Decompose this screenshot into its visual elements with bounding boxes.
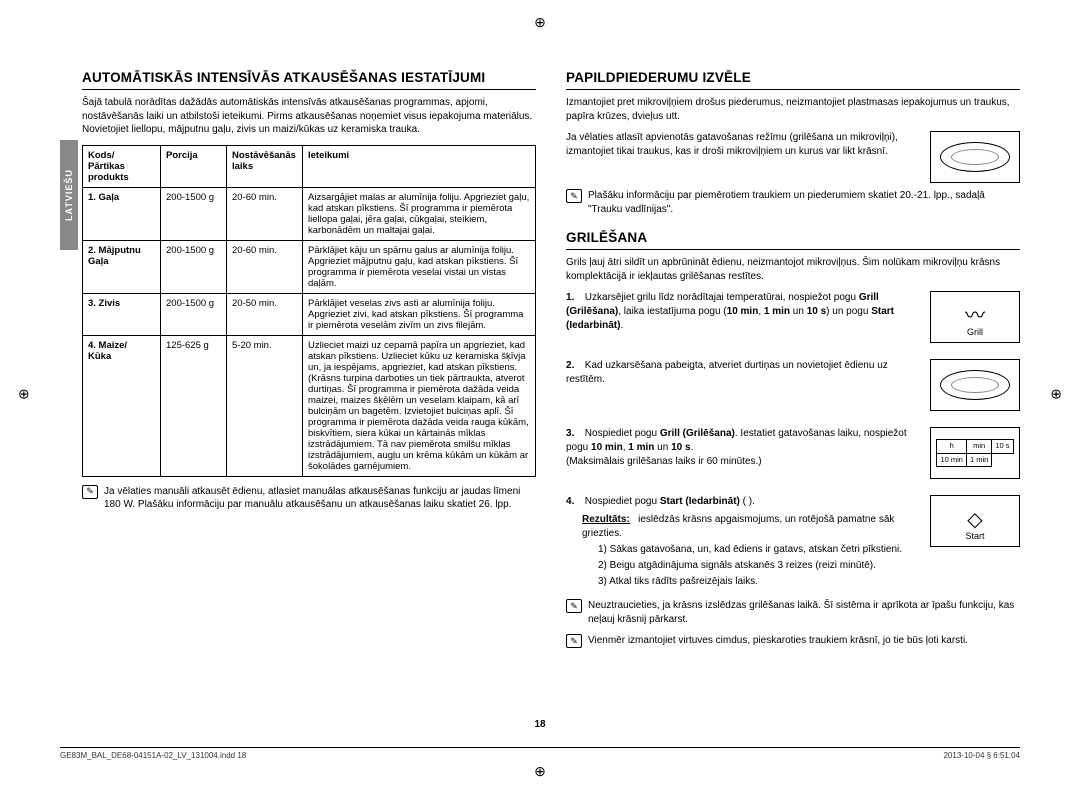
result-3: 3) Atkal tiks rādīts pašreizējais laiks. <box>598 575 1020 589</box>
start-label: Start <box>965 530 984 543</box>
table-row: 3. Zivis200-1500 g20-50 min.Pārklājiet v… <box>83 293 536 335</box>
heading-rule <box>566 89 1020 90</box>
grill-intro: Grils ļauj ātri sildīt un apbrūnināt ēdi… <box>566 256 1020 283</box>
table-row: 2. Mājputnu Gaļa200-1500 g20-60 min.Pārk… <box>83 240 536 293</box>
mini-10min: 10 min <box>937 453 967 467</box>
page-number: 18 <box>534 719 545 730</box>
note-icon: ✎ <box>82 485 98 499</box>
step4-t2: ( ). <box>740 496 755 507</box>
grill-wave-icon: 〰 <box>965 306 985 326</box>
footer-right: 2013-10-04 § 6:51:04 <box>943 751 1020 760</box>
mini-h: h <box>937 440 967 454</box>
step1-bold2: 10 min <box>727 306 759 317</box>
grill-label: Grill <box>967 326 983 339</box>
step1-text2: , laika iestatījuma pogu ( <box>618 306 726 317</box>
heading-rule <box>82 89 536 90</box>
step4-t1: Nospiediet pogu <box>585 496 660 507</box>
th-code: Kods/ Pārtikas produkts <box>83 145 161 187</box>
table-cell: Aizsargājiet malas ar alumīnija foliju. … <box>303 187 536 240</box>
accessory-heading: PAPILDPIEDERUMU IZVĒLE <box>566 70 1020 85</box>
grill-step-4: ◇ Start Nospiediet pogu Start (Iedarbinā… <box>566 495 1020 589</box>
start-diamond-icon: ◇ <box>967 510 982 530</box>
step3-b1: Grill (Grilēšana) <box>660 428 735 439</box>
table-row: 4. Maize/ Kūka125-625 g5-20 min.Uzliecie… <box>83 335 536 476</box>
table-cell: 125-625 g <box>161 335 227 476</box>
table-cell: 20-60 min. <box>227 240 303 293</box>
step3-t3: (Maksimālais grilēšanas laiks ir 60 minū… <box>566 456 762 467</box>
mini-min: min <box>966 440 991 454</box>
table-cell: Pārklājiet kāju un spārnu galus ar alumī… <box>303 240 536 293</box>
defrost-heading: AUTOMĀTISKĀS INTENSĪVĀS ATKAUSĒŠANAS IES… <box>82 70 536 85</box>
step1-text3: ) un pogu <box>826 306 871 317</box>
mini-1min: 1 min <box>966 453 991 467</box>
accessory-note: Plašāku informāciju par piemērotiem trau… <box>588 189 1020 216</box>
mini-10s: 10 s <box>992 440 1013 454</box>
note-icon: ✎ <box>566 634 582 648</box>
table-cell: 200-1500 g <box>161 187 227 240</box>
result-label: Rezultāts: <box>582 514 630 525</box>
start-button-illustration: ◇ Start <box>930 495 1020 547</box>
defrost-intro: Šajā tabulā norādītas dažādās automātisk… <box>82 96 536 137</box>
th-portion: Porcija <box>161 145 227 187</box>
table-cell: Pārklājiet veselas zivs asti ar alumīnij… <box>303 293 536 335</box>
grill-step-2: Kad uzkarsēšana pabeigta, atveriet durti… <box>566 359 1020 417</box>
defrost-note: Ja vēlaties manuāli atkausēt ēdienu, atl… <box>104 485 536 512</box>
table-cell: 3. Zivis <box>83 293 161 335</box>
step2-text: Kad uzkarsēšana pabeigta, atveriet durti… <box>566 360 888 385</box>
result-2: 2) Beigu atgādinājuma signāls atskanēs 3… <box>598 559 1020 573</box>
table-row: 1. Gaļa200-1500 g20-60 min.Aizsargājiet … <box>83 187 536 240</box>
table-cell: 20-50 min. <box>227 293 303 335</box>
registration-mark: ⊕ <box>1050 386 1062 403</box>
table-cell: 200-1500 g <box>161 293 227 335</box>
step3-b3: 1 min <box>628 442 654 453</box>
table-cell: 20-60 min. <box>227 187 303 240</box>
th-stand: Nostāvēšanās laiks <box>227 145 303 187</box>
note-icon: ✎ <box>566 599 582 613</box>
grill-button-illustration: 〰 Grill <box>930 291 1020 343</box>
accessory-p1: Izmantojiet pret mikroviļņiem drošus pie… <box>566 96 1020 123</box>
table-cell: 2. Mājputnu Gaļa <box>83 240 161 293</box>
defrost-table: Kods/ Pārtikas produkts Porcija Nostāvēš… <box>82 145 536 477</box>
grill-step-1: 〰 Grill Uzkarsējiet grilu līdz norādītaj… <box>566 291 1020 349</box>
step3-b4: 10 s <box>671 442 690 453</box>
step3-t1: Nospiediet pogu <box>585 428 660 439</box>
registration-mark: ⊕ <box>18 386 30 403</box>
grill-step-3: hmin10 s 10 min1 min Nospiediet pogu Gri… <box>566 427 1020 485</box>
step1-text: Uzkarsējiet grilu līdz norādītajai tempe… <box>585 292 859 303</box>
heading-rule <box>566 249 1020 250</box>
table-cell: 4. Maize/ Kūka <box>83 335 161 476</box>
table-cell: 5-20 min. <box>227 335 303 476</box>
language-tab: LATVIEŠU <box>60 140 78 250</box>
table-cell: 1. Gaļa <box>83 187 161 240</box>
note-icon: ✎ <box>566 189 582 203</box>
table-cell: Uzlieciet maizi uz cepamā papīra un apgr… <box>303 335 536 476</box>
step1-bold4: 10 s <box>807 306 826 317</box>
step3-b2: 10 min <box>591 442 623 453</box>
step4-b1: Start (Iedarbināt) <box>660 496 740 507</box>
th-reco: Ieteikumi <box>303 145 536 187</box>
step1-bold3: 1 min <box>764 306 790 317</box>
grill-note-1: Neuztraucieties, ja krāsns izslēdzas gri… <box>588 599 1020 626</box>
registration-mark: ⊕ <box>534 14 546 31</box>
registration-mark: ⊕ <box>534 763 546 780</box>
grill-note-2: Vienmēr izmantojiet virtuves cimdus, pie… <box>588 634 968 648</box>
time-buttons-illustration: hmin10 s 10 min1 min <box>930 427 1020 479</box>
dish-illustration <box>930 131 1020 183</box>
dish-illustration <box>930 359 1020 411</box>
footer-left: GE83M_BAL_DE68-04151A-02_LV_131004.indd … <box>60 751 246 760</box>
grill-heading: GRILĒŠANA <box>566 230 1020 245</box>
table-cell: 200-1500 g <box>161 240 227 293</box>
